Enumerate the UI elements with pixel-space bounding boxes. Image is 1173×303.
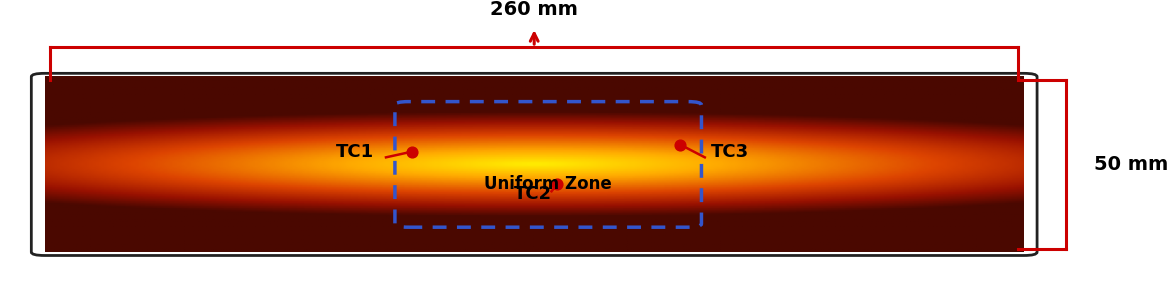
- Text: TC2: TC2: [514, 185, 551, 203]
- Text: Uniform Zone: Uniform Zone: [484, 175, 612, 193]
- Text: TC3: TC3: [711, 143, 748, 161]
- Text: 260 mm: 260 mm: [490, 0, 578, 19]
- Point: [671, 142, 690, 147]
- Point: [548, 182, 567, 187]
- Text: TC1: TC1: [335, 143, 374, 161]
- Text: 50 mm: 50 mm: [1094, 155, 1168, 174]
- Point: [402, 149, 421, 154]
